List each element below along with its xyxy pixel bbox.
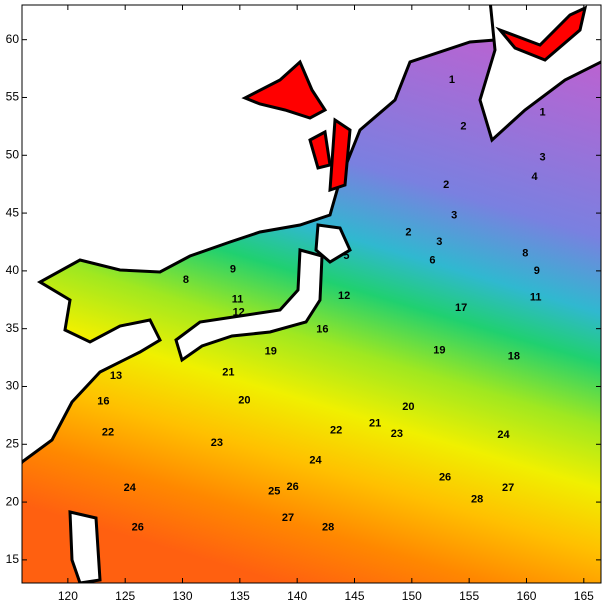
contour-label: 22 <box>330 424 342 436</box>
x-tick-label: 135 <box>230 589 250 603</box>
contour-label: 4 <box>531 171 538 183</box>
contour-label: 16 <box>316 324 328 336</box>
y-tick-label: 15 <box>6 552 20 566</box>
contour-label: 2 <box>443 179 449 191</box>
contour-label: 17 <box>455 302 467 314</box>
contour-label: 22 <box>102 427 114 439</box>
contour-label: 26 <box>132 521 144 533</box>
contour-label: 1 <box>449 74 455 86</box>
contour-label: 8 <box>183 274 189 286</box>
x-tick-label: 165 <box>574 589 594 603</box>
y-tick-label: 60 <box>6 32 20 46</box>
contour-label: 9 <box>534 265 540 277</box>
y-tick-label: 30 <box>6 379 20 393</box>
x-tick-label: 125 <box>115 589 135 603</box>
contour-label: 12 <box>338 290 350 302</box>
contour-label: 6 <box>429 254 435 266</box>
red-patch <box>495 5 588 62</box>
y-tick-label: 25 <box>6 436 20 450</box>
land-taiwan <box>68 510 102 583</box>
x-tick-label: 150 <box>402 589 422 603</box>
contour-label: 13 <box>110 370 122 382</box>
contour-label: 12 <box>233 306 245 318</box>
contour-label: 27 <box>502 482 514 494</box>
x-tick-label: 120 <box>58 589 78 603</box>
contour-label: 21 <box>222 367 234 379</box>
land-hokkaido <box>314 223 352 264</box>
x-tick-label: 145 <box>344 589 364 603</box>
y-tick-label: 20 <box>6 494 20 508</box>
contour-label: 19 <box>265 346 277 358</box>
red-patch <box>308 129 332 170</box>
contour-label: 28 <box>322 521 334 533</box>
y-tick-label: 40 <box>6 263 20 277</box>
contour-label: 2 <box>405 227 411 239</box>
contour-label: 25 <box>268 486 280 498</box>
x-tick-label: 130 <box>172 589 192 603</box>
contour-label: 8 <box>522 247 528 259</box>
y-tick-label: 55 <box>6 90 20 104</box>
y-tick-label: 45 <box>6 205 20 219</box>
contour-label: 23 <box>211 437 223 449</box>
contour-label: 24 <box>309 454 322 466</box>
contour-label: 24 <box>124 482 137 494</box>
contour-label: 23 <box>391 428 403 440</box>
y-tick-label: 50 <box>6 147 20 161</box>
contour-label: 26 <box>439 472 451 484</box>
land-japan <box>174 248 324 363</box>
x-tick-label: 140 <box>287 589 307 603</box>
red-patch <box>328 117 352 193</box>
contour-label: 20 <box>402 401 414 413</box>
contour-label: 2 <box>460 120 466 132</box>
contour-label: 1 <box>539 106 545 118</box>
contour-label: 26 <box>286 481 298 493</box>
contour-label: 24 <box>497 429 510 441</box>
contour-label: 16 <box>97 395 109 407</box>
red-patch <box>241 59 328 120</box>
field <box>22 5 601 583</box>
contour-label: 19 <box>433 345 445 357</box>
plot-frame <box>21 4 602 584</box>
contour-label: 21 <box>369 417 381 429</box>
contour-label: 3 <box>451 209 457 221</box>
contour-label: 27 <box>282 512 294 524</box>
land-asia <box>22 5 497 466</box>
x-tick-label: 155 <box>459 589 479 603</box>
contour-label: 11 <box>530 291 542 303</box>
contour-label: 18 <box>508 350 520 362</box>
contour-label: 28 <box>471 494 483 506</box>
contour-label: 5 <box>343 250 349 262</box>
y-tick-label: 35 <box>6 321 20 335</box>
contour-label: 9 <box>230 264 236 276</box>
x-tick-label: 160 <box>516 589 536 603</box>
contour-label: 20 <box>238 394 250 406</box>
contour-label: 11 <box>232 294 244 306</box>
contour-label: 3 <box>539 151 545 163</box>
contour-label: 3 <box>436 236 442 248</box>
